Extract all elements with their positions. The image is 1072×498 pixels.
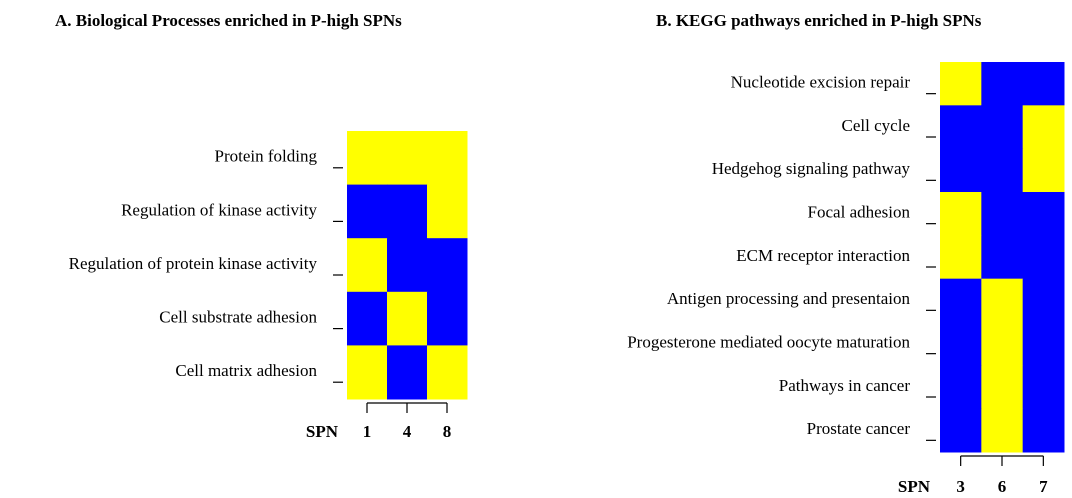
heatmap-cell [940, 235, 982, 280]
chart-title: A. Biological Processes enriched in P-hi… [55, 11, 402, 30]
heatmap-cell [387, 345, 428, 400]
col-label: 1 [363, 422, 372, 441]
row-label: Regulation of protein kinase activity [69, 254, 318, 273]
heatmap-cell [1022, 322, 1065, 366]
heatmap-cell [940, 322, 982, 366]
heatmap-cell [981, 235, 1024, 280]
heatmap-cell [981, 278, 1024, 323]
heatmap-cell [427, 238, 468, 293]
col-label: 6 [998, 477, 1007, 496]
heatmap-cell [347, 345, 388, 400]
row-label: ECM receptor interaction [736, 246, 910, 265]
heatmap-cell [981, 105, 1024, 150]
heatmap-cell [387, 238, 428, 293]
heatmap-cell [1022, 62, 1065, 106]
row-label: Focal adhesion [808, 203, 911, 222]
heatmap-cell [387, 131, 428, 186]
heatmap-cell [1022, 408, 1065, 453]
heatmap-cell [940, 278, 982, 323]
heatmap-cell [427, 131, 468, 186]
heatmap-cell [981, 322, 1024, 366]
row-label: Regulation of kinase activity [121, 200, 317, 219]
heatmap-cell [940, 365, 982, 410]
heatmap-cell [981, 148, 1024, 193]
heatmap-cell [387, 291, 428, 346]
heatmap-cell [981, 192, 1024, 236]
row-label: Protein folding [215, 147, 318, 166]
heatmap-cell [427, 184, 468, 239]
row-label: Antigen processing and presentaion [667, 289, 911, 308]
heatmap-cell [940, 192, 982, 236]
heatmap-cell [1022, 148, 1065, 193]
heatmap-cell [427, 291, 468, 346]
heatmap-cell [387, 184, 428, 239]
row-label: Hedgehog signaling pathway [712, 159, 911, 178]
row-label: Cell cycle [842, 116, 910, 135]
heatmap-cell [1022, 365, 1065, 410]
heatmap-cell [427, 345, 468, 400]
col-label: 3 [956, 477, 965, 496]
heatmap-cell [940, 62, 982, 106]
row-label: Cell substrate adhesion [159, 308, 317, 327]
chart-title: B. KEGG pathways enriched in P-high SPNs [656, 11, 982, 30]
heatmap-cell [1022, 235, 1065, 280]
heatmap-cell [940, 105, 982, 150]
col-label: 7 [1039, 477, 1048, 496]
heatmap-cell [1022, 105, 1065, 150]
x-axis-label: SPN [898, 477, 931, 496]
row-label: Cell matrix adhesion [175, 361, 317, 380]
row-label: Pathways in cancer [779, 376, 911, 395]
heatmap-cell [940, 148, 982, 193]
heatmap-cell [981, 408, 1024, 453]
heatmap-cell [347, 184, 388, 239]
heatmap-cell [981, 62, 1024, 106]
row-label: Prostate cancer [807, 419, 911, 438]
heatmap-cell [347, 238, 388, 293]
heatmap-cell [940, 408, 982, 453]
col-label: 4 [403, 422, 412, 441]
heatmap-cell [347, 131, 388, 186]
row-label: Progesterone mediated oocyte maturation [627, 333, 910, 352]
heatmap-cell [981, 365, 1024, 410]
heatmap-cell [347, 291, 388, 346]
col-label: 8 [443, 422, 452, 441]
heatmap-cell [1022, 278, 1065, 323]
row-label: Nucleotide excision repair [731, 73, 911, 92]
x-axis-label: SPN [306, 422, 339, 441]
heatmap-cell [1022, 192, 1065, 236]
